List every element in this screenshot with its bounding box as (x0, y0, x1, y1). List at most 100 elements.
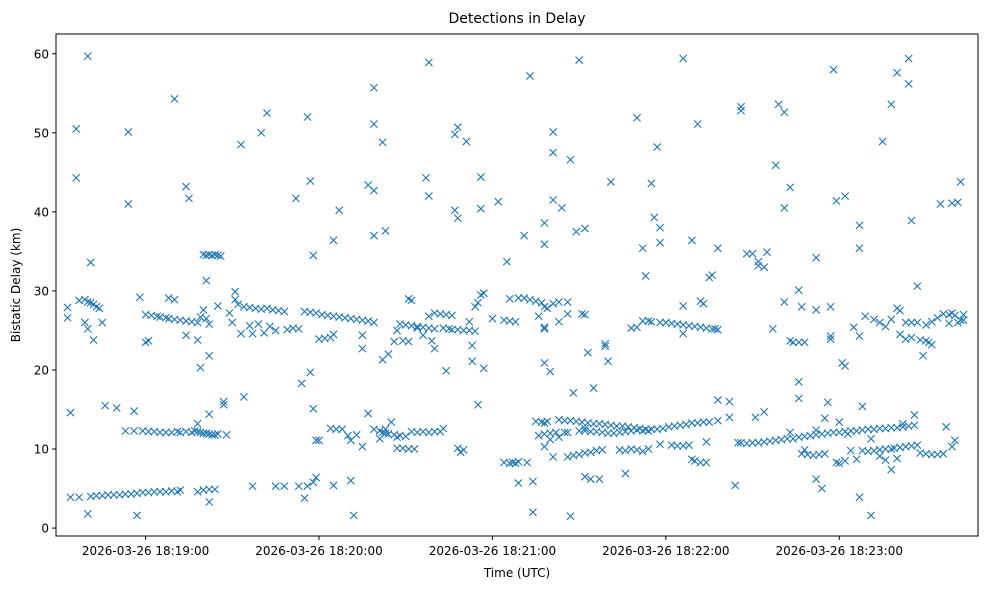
detection-point (421, 173, 430, 182)
detection-point (702, 437, 711, 446)
detection-point (66, 408, 75, 417)
detection-point (63, 313, 72, 322)
detection-point (552, 428, 561, 437)
detection-point (468, 357, 477, 366)
y-tick-label: 30 (34, 284, 49, 298)
detection-point (112, 403, 121, 412)
y-tick-label: 40 (34, 205, 49, 219)
detection-point (713, 396, 722, 405)
detection-point (309, 478, 318, 487)
detection-point (875, 318, 884, 327)
detection-point (647, 179, 656, 188)
detection-point (861, 312, 870, 321)
detection-point (549, 196, 558, 205)
detection-point (80, 318, 89, 327)
detection-point (742, 249, 751, 258)
detection-point (263, 109, 271, 118)
detection-point (699, 299, 708, 308)
detection-point (239, 392, 248, 401)
detection-point (841, 456, 850, 465)
detection-point (898, 419, 907, 428)
detection-point (312, 436, 321, 445)
detection-point (606, 177, 615, 186)
detection-point (942, 422, 951, 431)
detection-point (644, 316, 653, 325)
detection-point (306, 177, 315, 186)
detection-point (453, 123, 462, 132)
detection-point (245, 321, 254, 330)
detection-point (549, 299, 558, 308)
detection-point (763, 248, 771, 257)
detection-point (265, 322, 274, 331)
detection-point (748, 438, 757, 447)
detection-point (907, 318, 916, 327)
detection-point (771, 161, 780, 170)
detection-point (632, 113, 641, 122)
detection-point (488, 314, 497, 323)
detection-point (202, 276, 211, 285)
detection-point (248, 329, 257, 338)
detection-point (193, 318, 202, 327)
detection-point (315, 436, 324, 445)
detection-point (294, 482, 303, 491)
detection-point (812, 305, 821, 314)
detection-point (205, 320, 214, 329)
detection-point (604, 357, 613, 366)
detection-point (774, 100, 783, 109)
detection-point (170, 295, 179, 304)
detection-point (358, 442, 367, 451)
detection-point (725, 397, 734, 406)
detection-point (959, 316, 968, 325)
detection-point (309, 251, 318, 260)
detection-point (193, 419, 202, 428)
detection-point (881, 456, 890, 465)
detection-point (936, 199, 945, 208)
detection-point (514, 479, 523, 488)
detection-point (702, 458, 711, 467)
detection-point (554, 433, 563, 442)
detection-point (754, 261, 763, 270)
detection-point (364, 409, 373, 418)
detection-point (632, 323, 641, 332)
detection-point (875, 424, 884, 433)
detection-point (210, 250, 219, 259)
detection-point (236, 140, 245, 149)
detection-point (384, 350, 393, 359)
detection-point (563, 452, 572, 461)
detection-point (528, 508, 537, 517)
detection-point (150, 487, 159, 496)
detection-point (690, 456, 699, 465)
detection-point (210, 430, 219, 439)
detection-point (407, 296, 416, 305)
detection-point (424, 312, 433, 321)
detection-point (104, 490, 113, 499)
detection-point (271, 482, 280, 491)
detection-point (858, 402, 867, 411)
detection-point (569, 388, 578, 397)
detection-point (855, 332, 864, 340)
detection-point (83, 324, 92, 333)
detection-point (369, 120, 378, 129)
detection-point (291, 194, 300, 203)
detection-point (369, 318, 378, 327)
detection-point (130, 426, 139, 435)
detection-point (549, 148, 558, 157)
detection-point (540, 442, 549, 451)
detection-point (236, 329, 245, 338)
detection-point (329, 481, 338, 490)
detection-point (72, 173, 81, 182)
detection-point (83, 509, 92, 518)
detection-point (453, 444, 462, 453)
detection-point (904, 54, 913, 63)
detection-point (439, 424, 448, 433)
detection-point (632, 445, 641, 454)
detection-point (846, 446, 855, 455)
detection-point (66, 493, 75, 502)
detection-point (939, 449, 948, 458)
detection-point (864, 425, 873, 434)
detection-point (855, 493, 864, 502)
y-tick-label: 50 (34, 126, 49, 140)
detection-point (575, 426, 584, 435)
detection-point (713, 325, 722, 334)
detection-point (404, 337, 413, 346)
